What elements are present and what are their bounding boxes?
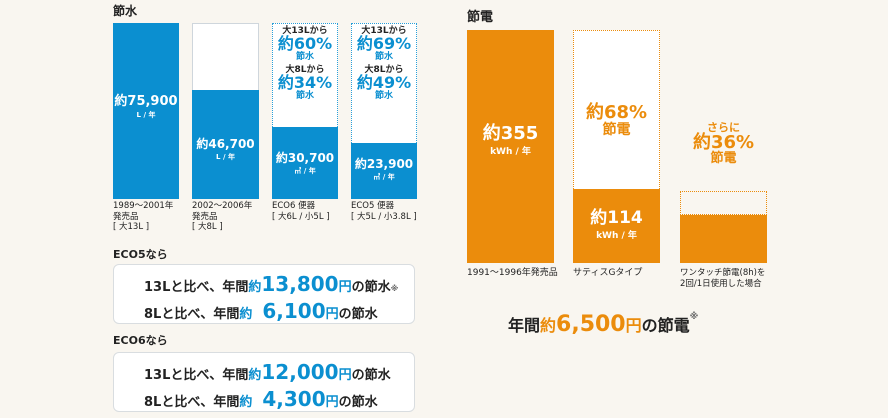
eco6-line-8l-yaku: 約 bbox=[239, 395, 253, 410]
water-bar-eco5-savings: 大13Lから 約69% 節水 大8Lから 約49% 節水 bbox=[351, 26, 417, 101]
water-bar-1989-label: 約75,900 L / 年 bbox=[113, 94, 179, 120]
eco6-saving-word-13l: 節水 bbox=[295, 52, 314, 63]
eco6-line-13l-yaku: 約 bbox=[248, 368, 262, 383]
power-bar-onetouch-frame bbox=[680, 191, 767, 215]
eco5-saving-word-8l: 節水 bbox=[374, 90, 393, 101]
power-bar-onetouch bbox=[680, 215, 767, 263]
water-bar-eco6 bbox=[272, 127, 338, 199]
eco5-line-13l-yen: 円 bbox=[338, 280, 352, 295]
water-bar-2002-value: 約46,700 bbox=[196, 137, 255, 151]
eco6-line-13l-num: 12,000 bbox=[261, 360, 339, 384]
eco5-line-8l-yaku: 約 bbox=[239, 307, 253, 322]
satis-saving-word: 節電 bbox=[602, 121, 631, 138]
power-section-title: 節電 bbox=[467, 10, 494, 25]
eco6-line-8l: 8Lと比べ、年間約 4,300円の節水 bbox=[144, 387, 378, 411]
water-bar-2002 bbox=[192, 90, 259, 199]
eco5-line-8l: 8Lと比べ、年間約 6,100円の節水 bbox=[144, 299, 378, 323]
water-bar-eco5 bbox=[351, 143, 417, 199]
eco6-heading: ECO6なら bbox=[113, 334, 168, 347]
eco6-saving-word-8l: 節水 bbox=[295, 90, 314, 101]
water-bar-eco5-value: 約23,900 bbox=[354, 157, 414, 171]
power-bar-satis-savings: 約68% 節電 bbox=[573, 102, 660, 138]
water-bar-eco5-caption: ECO5 便器 [ 大5L / 小3.8L ] bbox=[351, 201, 417, 222]
power-total-pre: 年間 bbox=[508, 316, 541, 335]
eco6-saving-from-8l: 大8Lから bbox=[285, 64, 325, 75]
power-bar-onetouch-caption: ワンタッチ節電(8h)を 2回/1日使用した場合 bbox=[680, 268, 766, 289]
power-bar-1991-caption: 1991〜1996年発売品 bbox=[467, 268, 558, 278]
water-bar-eco5-label: 約23,900 ㎥ / 年 bbox=[351, 157, 417, 182]
water-section-title: 節水 bbox=[113, 4, 138, 18]
water-bar-eco6-caption: ECO6 便器 [ 大6L / 小5L ] bbox=[272, 201, 330, 222]
water-bar-eco6-unit: ㎥ / 年 bbox=[294, 167, 316, 176]
onetouch-saving-pre: さらに bbox=[707, 121, 740, 134]
power-bar-satis-value: 約114 bbox=[590, 208, 643, 228]
water-bar-eco6-value: 約30,700 bbox=[275, 151, 335, 165]
water-bar-eco5-unit: ㎥ / 年 bbox=[373, 173, 395, 182]
power-total-post: の節電 bbox=[641, 316, 690, 335]
eco6-line-8l-num: 4,300 bbox=[262, 387, 326, 411]
eco6-saving-pct-13l: 約60% bbox=[277, 34, 333, 54]
eco5-heading: ECO5なら bbox=[113, 248, 168, 261]
water-bar-1989 bbox=[113, 23, 179, 199]
eco6-line-13l-post: の節水 bbox=[351, 368, 391, 383]
water-bar-eco6-savings: 大13Lから 約60% 節水 大8Lから 約34% 節水 bbox=[272, 26, 338, 101]
power-total-num: 6,500 bbox=[556, 312, 626, 337]
eco5-line-8l-pre: 8Lと比べ、年間 bbox=[144, 307, 240, 322]
eco5-saving-word-13l: 節水 bbox=[374, 52, 393, 63]
eco6-savings-box: 13Lと比べ、年間約12,000円の節水 8Lと比べ、年間約 4,300円の節水 bbox=[113, 352, 415, 412]
eco5-savings-box: 13Lと比べ、年間約13,800円の節水※ 8Lと比べ、年間約 6,100円の節水 bbox=[113, 264, 415, 324]
power-bar-satis-label: 約114 kWh / 年 bbox=[573, 209, 660, 242]
eco5-line-8l-yen: 円 bbox=[325, 307, 339, 322]
eco5-saving-from-8l: 大8Lから bbox=[364, 64, 404, 75]
eco5-saving-from-13l: 大13Lから bbox=[361, 26, 407, 36]
power-total-mark: ※ bbox=[689, 312, 699, 322]
eco5-line-13l-pre: 13Lと比べ、年間 bbox=[144, 280, 249, 295]
eco5-saving-pct-8l: 約49% bbox=[356, 73, 412, 93]
power-bar-1991 bbox=[467, 30, 554, 263]
water-bar-1989-unit: L / 年 bbox=[136, 111, 156, 120]
eco5-line-13l-mark: ※ bbox=[390, 284, 399, 293]
power-total-yen: 円 bbox=[625, 316, 642, 335]
power-bar-satis-caption: サティスGタイプ bbox=[573, 268, 643, 278]
eco6-saving-pct-8l: 約34% bbox=[277, 73, 333, 93]
water-bar-2002-label: 約46,700 L / 年 bbox=[192, 137, 259, 162]
water-bar-1989-caption: 1989〜2001年 発売品 [ 大13L ] bbox=[113, 201, 174, 233]
water-bar-2002-unit: L / 年 bbox=[216, 153, 235, 162]
eco6-saving-from-13l: 大13Lから bbox=[282, 26, 328, 36]
eco5-line-13l-num: 13,800 bbox=[261, 272, 339, 296]
eco6-line-13l: 13Lと比べ、年間約12,000円の節水 bbox=[144, 360, 391, 384]
power-total-yaku: 約 bbox=[540, 316, 557, 335]
eco5-line-13l-post: の節水 bbox=[351, 280, 391, 295]
onetouch-saving-pct: 約36% bbox=[692, 131, 755, 153]
eco6-line-13l-yen: 円 bbox=[338, 368, 352, 383]
power-bar-1991-label: 約355 kWh / 年 bbox=[467, 124, 554, 158]
eco6-line-8l-pre: 8Lと比べ、年間 bbox=[144, 395, 240, 410]
power-bar-1991-value: 約355 bbox=[482, 123, 539, 144]
power-bar-satis bbox=[573, 189, 660, 263]
satis-saving-pct: 約68% bbox=[585, 102, 648, 123]
eco6-line-13l-pre: 13Lと比べ、年間 bbox=[144, 368, 249, 383]
eco5-line-13l-yaku: 約 bbox=[248, 280, 262, 295]
power-total: 年間約6,500円の節電※ bbox=[508, 312, 698, 337]
eco5-line-13l: 13Lと比べ、年間約13,800円の節水※ bbox=[144, 272, 398, 296]
power-bar-satis-unit: kWh / 年 bbox=[596, 230, 637, 241]
eco5-saving-pct-13l: 約69% bbox=[356, 34, 412, 54]
water-bar-eco6-label: 約30,700 ㎥ / 年 bbox=[272, 151, 338, 176]
onetouch-saving-word: 節電 bbox=[710, 151, 737, 167]
power-bar-onetouch-savings: さらに 約36% 節電 bbox=[680, 122, 767, 166]
eco6-line-8l-yen: 円 bbox=[325, 395, 339, 410]
water-bar-2002-caption: 2002〜2006年 発売品 [ 大8L ] bbox=[192, 201, 253, 233]
eco5-line-8l-num: 6,100 bbox=[262, 299, 326, 323]
water-bar-1989-value: 約75,900 bbox=[114, 94, 178, 109]
eco6-line-8l-post: の節水 bbox=[338, 395, 378, 410]
power-bar-1991-unit: kWh / 年 bbox=[490, 146, 531, 157]
eco5-line-8l-post: の節水 bbox=[338, 307, 378, 322]
